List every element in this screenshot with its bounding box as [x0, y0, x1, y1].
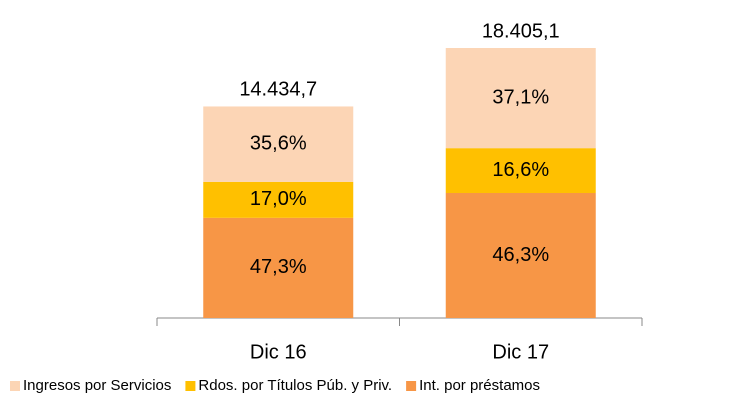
legend-swatch	[10, 381, 20, 391]
bar-segment	[445, 192, 596, 318]
legend-label: Ingresos por Servicios	[23, 377, 171, 394]
legend-label: Int. por préstamos	[419, 377, 540, 394]
data-label: 35,6%	[250, 132, 307, 154]
data-label: 16,6%	[492, 159, 549, 181]
bar-segment	[203, 217, 354, 318]
total-label: 14.434,7	[239, 79, 317, 101]
data-label: 46,3%	[492, 244, 549, 266]
total-label: 18.405,1	[482, 20, 560, 42]
data-label: 17,0%	[250, 188, 307, 210]
bar-segment	[203, 106, 354, 182]
legend-label: Rdos. por Títulos Púb. y Priv.	[198, 377, 392, 394]
bar-segment	[445, 148, 596, 193]
legend-swatch	[185, 381, 196, 391]
data-label: 37,1%	[492, 86, 549, 108]
bar-segment	[203, 181, 354, 218]
bar-segment	[445, 48, 596, 149]
data-label: 47,3%	[250, 256, 307, 278]
x-tick-label: Dic 17	[492, 341, 549, 363]
legend-swatch	[406, 381, 417, 391]
x-tick-label: Dic 16	[250, 341, 307, 363]
